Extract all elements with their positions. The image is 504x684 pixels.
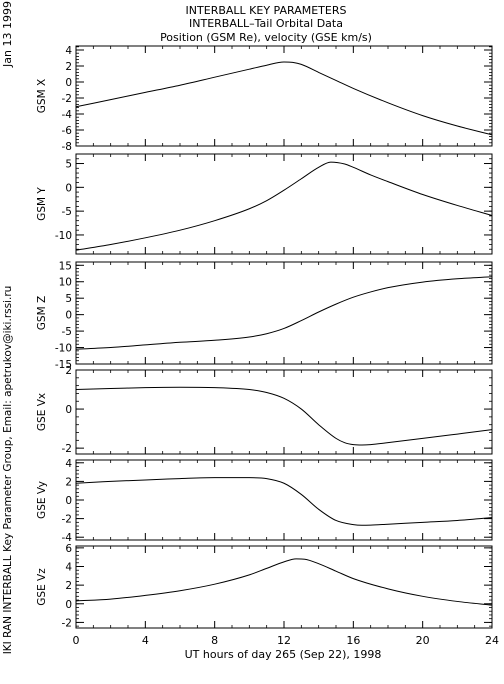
x-tick-label: 16 xyxy=(346,634,360,647)
y-tick-label: 15 xyxy=(59,260,72,272)
y-tick-label: -2 xyxy=(62,93,72,105)
y-tick-label: 0 xyxy=(65,495,72,507)
x-axis-label: UT hours of day 265 (Sep 22), 1998 xyxy=(185,648,382,661)
panel-6: -2 0 2 4 6 GSE Vz xyxy=(36,543,493,629)
y-axis-label: GSM Y xyxy=(36,187,48,221)
y-tick-label: -8 xyxy=(62,141,72,153)
y-tick-label: -4 xyxy=(62,532,73,544)
y-tick-label: 0 xyxy=(65,599,72,611)
y-tick-label: 4 xyxy=(65,458,72,470)
y-tick-label: 2 xyxy=(65,476,72,488)
series-line xyxy=(75,386,493,446)
y-tick-label: 6 xyxy=(65,543,72,555)
y-tick-label: -10 xyxy=(55,343,72,355)
y-tick-label: 2 xyxy=(65,61,72,73)
series-line xyxy=(75,161,493,251)
title-line-2: INTERBALL–Tail Orbital Data xyxy=(189,17,343,30)
y-tick-label: -2 xyxy=(62,617,72,629)
x-tick-label: 4 xyxy=(142,634,149,647)
y-tick-label: 4 xyxy=(65,562,72,574)
x-tick-label: 12 xyxy=(277,634,291,647)
series-line xyxy=(75,477,493,526)
y-tick-label: -2 xyxy=(62,514,72,526)
series-line xyxy=(75,276,493,350)
y-axis-label: GSE Vz xyxy=(36,568,48,606)
y-tick-label: 2 xyxy=(65,580,72,592)
date-stamp: Jan 13 1999 xyxy=(1,1,14,68)
y-tick-label: -6 xyxy=(62,125,73,137)
y-tick-label: 5 xyxy=(65,159,72,171)
y-tick-label: -2 xyxy=(62,443,72,455)
y-tick-label: -15 xyxy=(55,359,72,371)
y-tick-label: -5 xyxy=(62,326,72,338)
y-axis-label: GSE Vy xyxy=(36,481,48,519)
y-tick-label: 5 xyxy=(65,293,72,305)
panel-1: -8 -6 -4 -2 0 2 4 GSM X xyxy=(36,45,493,153)
x-tick-label: 20 xyxy=(416,634,430,647)
y-tick-label: 2 xyxy=(65,365,72,377)
panel-4: -2 0 2 GSE Vx xyxy=(36,365,493,455)
panel-5: -4 -2 0 2 4 GSE Vy xyxy=(36,458,493,544)
series-line xyxy=(75,61,493,136)
y-tick-label: 10 xyxy=(59,277,72,289)
y-tick-label: 0 xyxy=(65,77,72,89)
panel-3: -15 -10 -5 0 5 10 15 GSM Z xyxy=(36,260,493,371)
y-axis-label: GSM X xyxy=(36,79,48,113)
series-line xyxy=(75,558,493,606)
y-tick-label: -4 xyxy=(62,109,73,121)
title-line-3: Position (GSM Re), velocity (GSE km/s) xyxy=(160,31,372,44)
y-tick-label: -5 xyxy=(62,206,72,218)
y-axis-label: GSE Vx xyxy=(36,393,48,431)
y-tick-label: 4 xyxy=(65,45,72,57)
x-tick-label: 24 xyxy=(485,634,499,647)
y-tick-label: 0 xyxy=(65,310,72,322)
title-line-1: INTERBALL KEY PARAMETERS xyxy=(186,4,347,17)
x-tick-label: 8 xyxy=(211,634,218,647)
y-tick-label: -10 xyxy=(55,230,72,242)
panel-2: -10 -5 0 5 GSM Y xyxy=(36,153,493,255)
y-axis-label: GSM Z xyxy=(36,296,48,330)
y-tick-label: 0 xyxy=(65,182,72,194)
y-tick-label: 0 xyxy=(65,404,72,416)
credit-line: IKI RAN INTERBALL Key Parameter Group, E… xyxy=(2,286,14,655)
x-tick-label: 0 xyxy=(73,634,80,647)
